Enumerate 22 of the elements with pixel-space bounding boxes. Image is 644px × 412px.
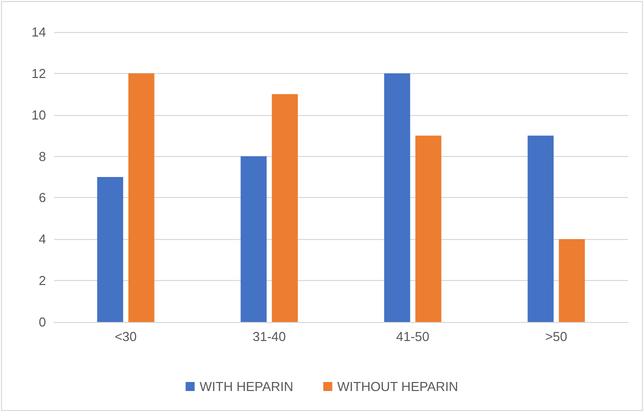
legend-label: WITHOUT HEPARIN xyxy=(337,379,458,394)
y-tick-label: 14 xyxy=(32,24,46,40)
bar xyxy=(558,239,585,322)
bar xyxy=(415,136,442,322)
x-tick-label: >50 xyxy=(545,329,568,344)
y-tick-label: 8 xyxy=(38,148,46,164)
x-tick-label: <30 xyxy=(114,329,137,344)
bar xyxy=(128,73,154,322)
x-tick-label: 41-50 xyxy=(396,329,430,344)
y-tick-label: 10 xyxy=(32,107,46,122)
bar xyxy=(240,156,267,322)
bar xyxy=(272,94,298,322)
y-tick-label: 12 xyxy=(32,66,46,81)
x-tick-label: 31-40 xyxy=(252,329,286,344)
legend-label: WITH HEPARIN xyxy=(200,379,294,394)
y-tick-label: 6 xyxy=(38,190,46,206)
y-tick-label: 4 xyxy=(38,232,46,247)
y-tick-label: 0 xyxy=(38,314,46,330)
bar xyxy=(97,177,124,322)
bar xyxy=(384,73,410,322)
bar xyxy=(528,136,554,322)
y-tick-label: 2 xyxy=(38,273,46,288)
